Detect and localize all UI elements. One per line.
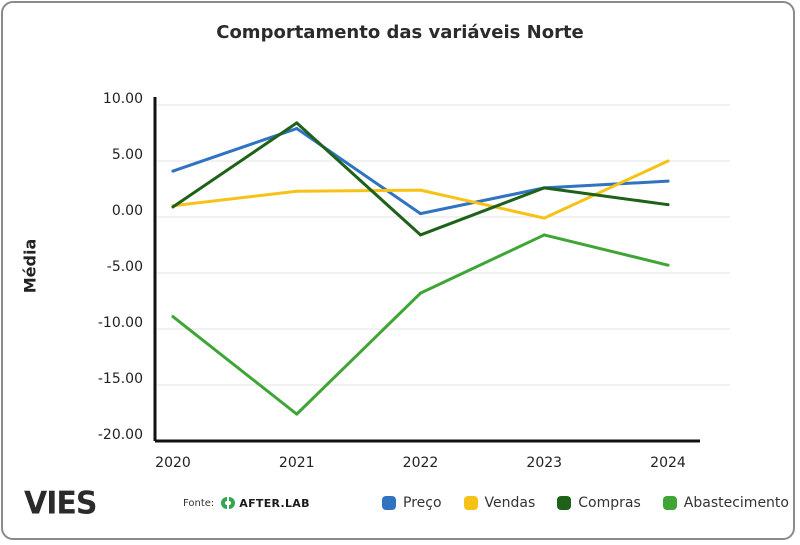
y-tick-label: -10.00 — [98, 315, 143, 331]
data-point — [419, 233, 422, 237]
data-point — [295, 189, 299, 193]
source-label: Fonte: — [183, 497, 215, 509]
legend-label: Compras — [578, 495, 641, 511]
series-line-compras — [171, 121, 670, 237]
x-tick-label: 2021 — [279, 455, 315, 471]
legend-label: Vendas — [484, 495, 536, 511]
legend-swatch — [463, 496, 478, 510]
data-point — [295, 127, 299, 131]
y-tick-label: 10.00 — [103, 91, 143, 107]
data-point — [171, 315, 175, 319]
legend-swatch — [557, 496, 572, 510]
afterlab-icon — [221, 497, 236, 509]
data-point — [171, 205, 175, 209]
data-point — [542, 233, 546, 237]
legend-label: Preço — [403, 495, 442, 511]
y-tick-label: -5.00 — [107, 259, 143, 275]
y-tick-label: -20.00 — [98, 427, 143, 443]
series-line-preço — [171, 127, 670, 216]
legend-item-abastecimento[interactable]: Abastecimento — [662, 495, 789, 511]
legend-swatch — [662, 496, 677, 510]
data-point — [295, 121, 299, 125]
data-point — [666, 179, 670, 183]
data-point — [666, 159, 670, 163]
x-tick-label: 2022 — [403, 455, 439, 471]
series-line-abastecimento — [171, 233, 670, 416]
x-tick-label: 2020 — [155, 455, 191, 471]
x-tick-label: 2024 — [650, 455, 686, 471]
legend-label: Abastecimento — [683, 495, 789, 511]
data-point — [295, 412, 299, 416]
source-credit: Fonte: AFTER.LAB — [183, 496, 310, 510]
legend-swatch — [382, 496, 396, 510]
data-point — [666, 263, 670, 267]
y-tick-label: -15.00 — [98, 371, 143, 387]
y-tick-label: 5.00 — [112, 147, 143, 163]
data-point — [666, 203, 670, 207]
legend-item-vendas[interactable]: Vendas — [463, 495, 536, 511]
x-tick-label: 2023 — [526, 455, 562, 471]
afterlab-text: AFTER.LAB — [239, 496, 310, 510]
chart-title: Comportamento das variáveis Norte — [216, 22, 584, 43]
data-point — [419, 188, 422, 192]
data-point — [419, 291, 422, 295]
vies-logo: VIES — [24, 485, 97, 522]
data-point — [419, 212, 422, 216]
data-point — [171, 169, 175, 173]
data-point — [542, 216, 546, 220]
chart-legend: Preço Vendas Compras Abastecimento — [382, 495, 789, 511]
afterlab-logo: AFTER.LAB — [220, 496, 310, 510]
y-tick-label: 0.00 — [112, 203, 143, 219]
legend-item-preco[interactable]: Preço — [382, 495, 442, 511]
legend-item-compras[interactable]: Compras — [557, 495, 641, 511]
data-point — [542, 186, 546, 190]
